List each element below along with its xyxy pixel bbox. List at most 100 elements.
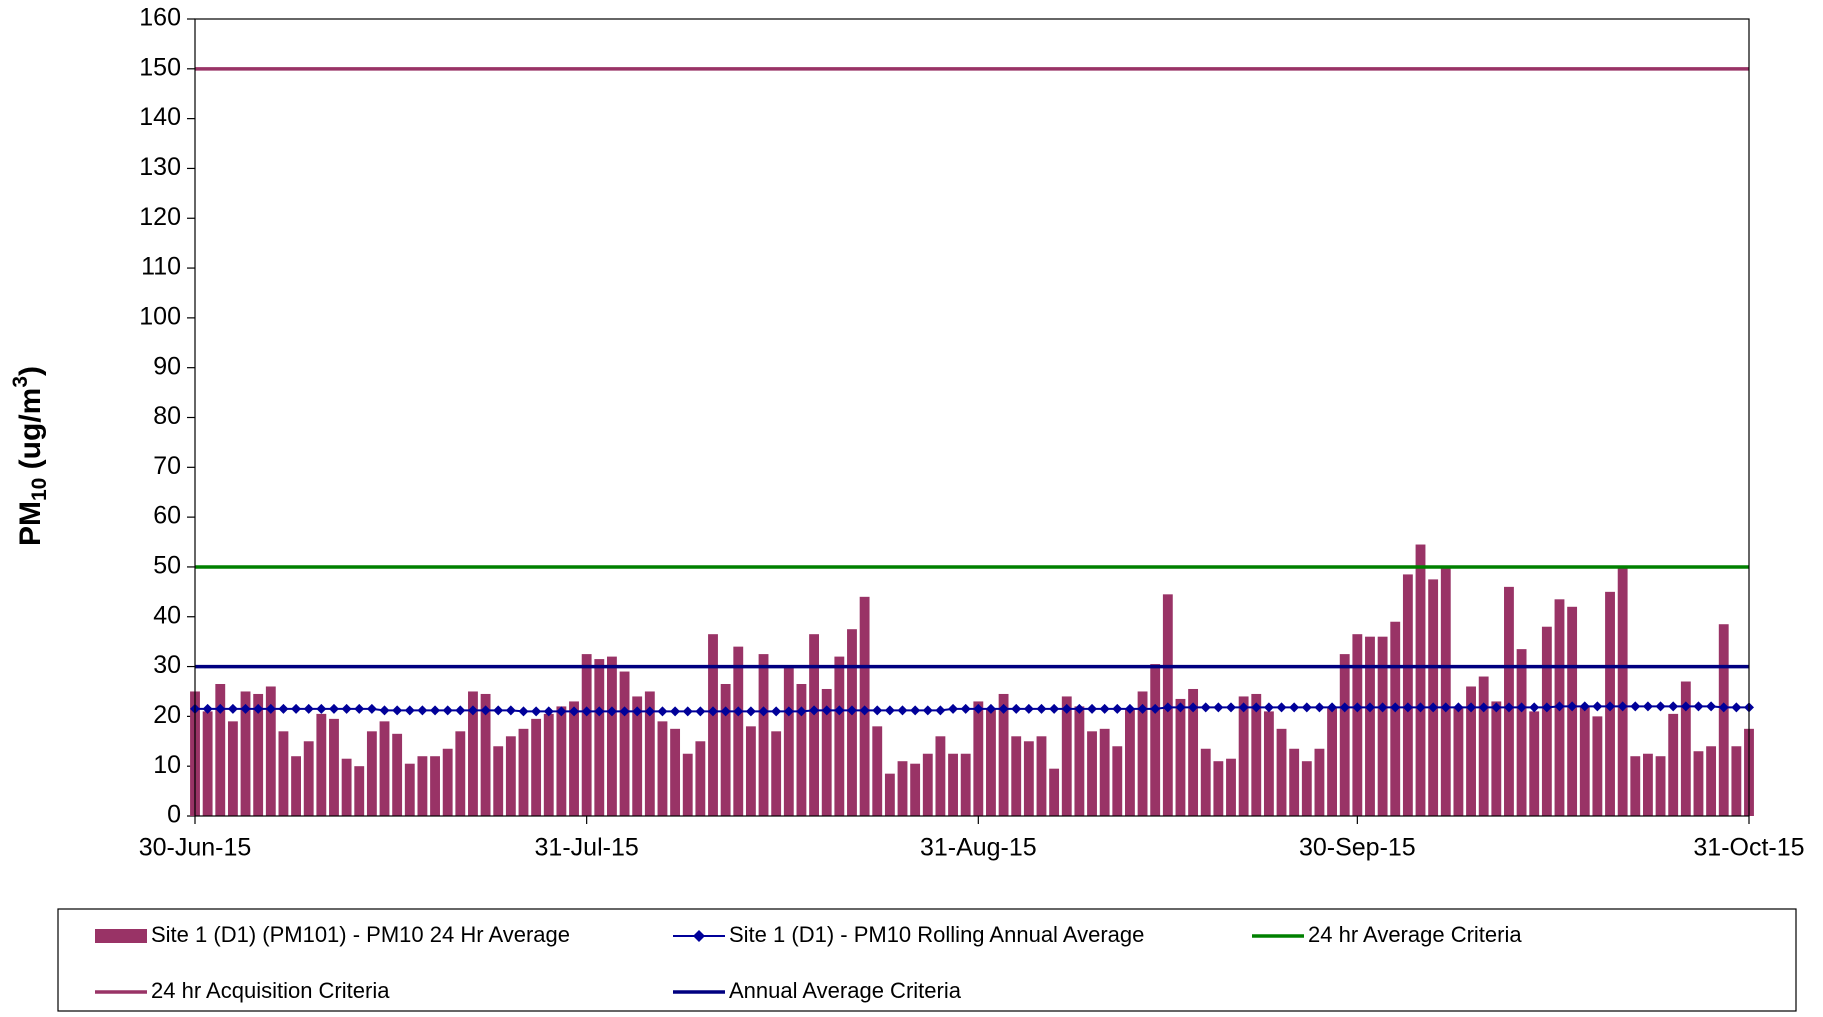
marker — [240, 703, 251, 714]
bar — [758, 654, 769, 816]
marker — [1541, 702, 1552, 713]
bar — [657, 721, 668, 816]
marker — [581, 706, 592, 717]
bar — [1402, 574, 1413, 816]
bar — [922, 753, 933, 816]
bar — [998, 693, 1009, 816]
y-tick-label: 150 — [139, 53, 181, 81]
marker — [354, 703, 365, 714]
marker — [1301, 702, 1312, 713]
marker — [897, 705, 908, 716]
bar — [392, 733, 403, 816]
bar — [1529, 711, 1540, 816]
y-tick-label: 0 — [167, 801, 181, 829]
bar — [973, 701, 984, 816]
bar — [809, 634, 820, 816]
marker — [1238, 702, 1249, 713]
y-tick-label: 130 — [139, 153, 181, 181]
bar — [1339, 654, 1350, 816]
bar — [1049, 768, 1060, 816]
marker — [543, 706, 554, 717]
marker — [1049, 703, 1060, 714]
marker — [606, 706, 617, 717]
y-tick-label: 120 — [139, 203, 181, 231]
bar — [215, 683, 226, 816]
marker — [1592, 701, 1603, 712]
marker — [1352, 702, 1363, 713]
bar — [227, 721, 238, 816]
marker — [960, 703, 971, 714]
marker — [985, 703, 996, 714]
bar — [1617, 566, 1628, 816]
marker — [1453, 702, 1464, 713]
marker — [1251, 702, 1262, 713]
marker — [1276, 702, 1287, 713]
marker — [1491, 702, 1502, 713]
marker — [215, 703, 226, 714]
marker — [846, 705, 857, 716]
bar — [505, 736, 516, 816]
bar — [531, 718, 542, 816]
y-axis-label: PM10 (ug/m3) — [9, 366, 51, 546]
bar — [1023, 741, 1034, 816]
marker — [745, 706, 756, 717]
bar — [1112, 746, 1123, 816]
marker — [1567, 701, 1578, 712]
y-tick-label: 30 — [153, 651, 181, 679]
y-label-sup: 3 — [9, 376, 32, 388]
bar — [1668, 713, 1679, 816]
y-tick-label: 40 — [153, 601, 181, 629]
bar — [1504, 586, 1514, 816]
y-label-sub: 10 — [28, 478, 51, 501]
marker — [783, 706, 794, 717]
y-tick-label: 100 — [139, 302, 181, 330]
bar — [644, 691, 655, 816]
marker — [594, 706, 605, 717]
y-tick-label: 80 — [153, 402, 181, 430]
bar — [910, 763, 921, 816]
bar — [619, 671, 630, 816]
bar — [682, 753, 693, 816]
bar — [569, 701, 579, 816]
bar — [1491, 701, 1502, 816]
bar — [960, 753, 971, 816]
marker — [1289, 702, 1300, 713]
y-tick-label: 90 — [153, 352, 181, 380]
marker — [708, 706, 718, 717]
marker — [998, 703, 1009, 714]
bar — [897, 761, 908, 816]
marker — [328, 703, 339, 714]
bar — [821, 688, 832, 816]
bar — [1415, 544, 1426, 816]
bar — [796, 683, 807, 816]
plot-frame — [194, 18, 1750, 817]
bar — [1263, 711, 1274, 816]
marker — [467, 705, 478, 716]
marker — [404, 705, 415, 716]
y-tick-label: 50 — [153, 552, 181, 580]
bar — [1642, 753, 1653, 816]
bar — [1352, 634, 1363, 816]
y-tick-label: 10 — [153, 751, 181, 779]
marker — [1200, 702, 1211, 713]
marker — [1074, 703, 1085, 714]
bar — [733, 646, 744, 816]
bar — [948, 753, 958, 816]
bar — [430, 756, 440, 816]
marker — [1099, 703, 1110, 714]
bar — [1466, 686, 1476, 816]
marker — [872, 705, 883, 716]
bar — [581, 654, 592, 816]
bar — [1731, 746, 1742, 816]
bar — [493, 746, 504, 816]
marker — [1642, 701, 1653, 712]
marker — [682, 706, 693, 717]
bar — [417, 756, 428, 816]
bar — [1579, 706, 1590, 816]
y-tick-label: 20 — [153, 701, 181, 729]
marker — [1213, 702, 1224, 713]
marker — [1023, 703, 1034, 714]
marker — [278, 703, 289, 714]
bar — [240, 691, 251, 816]
